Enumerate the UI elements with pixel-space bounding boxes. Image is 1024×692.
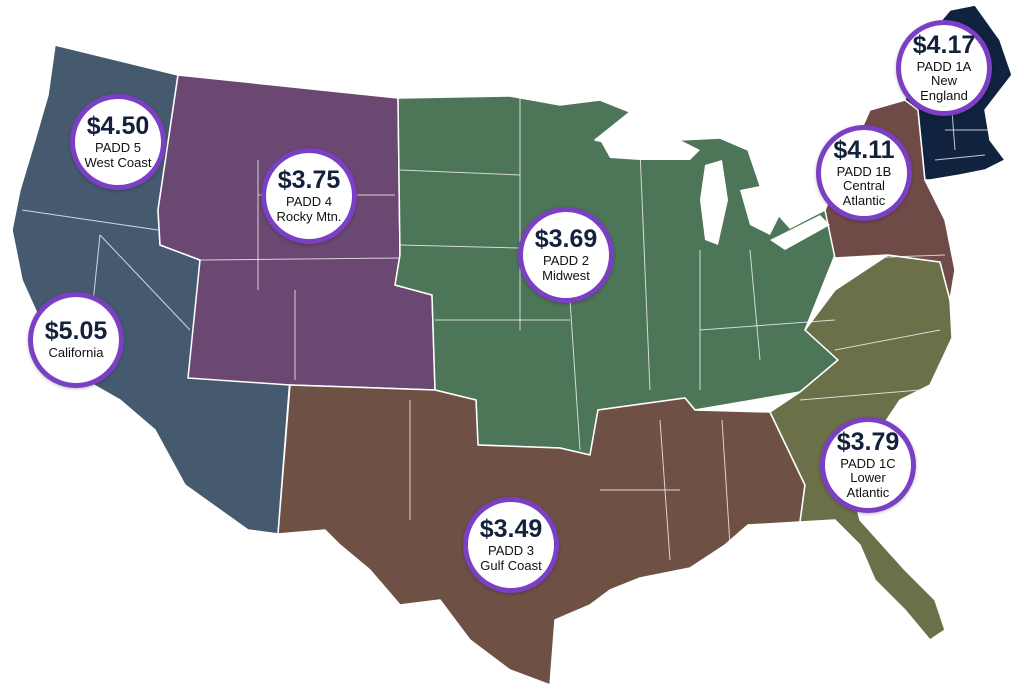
- region-label-line2: Midwest: [542, 267, 590, 283]
- region-label-line1: PADD 2: [543, 252, 589, 268]
- region-label-line3: England: [920, 87, 968, 103]
- region-label-line1: California: [48, 345, 104, 361]
- region-label-line1: PADD 1A: [916, 58, 972, 74]
- region-label-line1: PADD 5: [95, 139, 141, 155]
- price-bubble-padd4: $3.75 PADD 4 Rocky Mtn.: [261, 148, 357, 244]
- region-label-line2: West Coast: [84, 154, 152, 170]
- price-bubble-padd5: $4.50 PADD 5 West Coast: [70, 94, 166, 190]
- price-bubble-padd1c: $3.79 PADD 1C Lower Atlantic: [820, 417, 916, 513]
- region-label-line2: Central: [843, 178, 885, 194]
- price-value: $4.11: [833, 135, 895, 164]
- region-label-line2: New: [930, 73, 957, 89]
- price-bubble-padd1b: $4.11 PADD 1B Central Atlantic: [816, 125, 912, 221]
- region-label-line1: PADD 3: [488, 542, 534, 558]
- region-label-line3: Atlantic: [842, 192, 886, 208]
- great-lakes: [600, 130, 830, 250]
- region-label-line2: Rocky Mtn.: [276, 208, 342, 224]
- price-value: $3.75: [277, 165, 341, 194]
- price-value: $3.69: [534, 224, 598, 253]
- price-bubble-california: $5.05 California: [28, 292, 124, 388]
- price-value: $5.05: [44, 317, 108, 346]
- price-bubble-padd2: $3.69 PADD 2 Midwest: [518, 207, 614, 303]
- price-value: $4.17: [912, 30, 976, 59]
- region-label-line2: Lower: [850, 470, 886, 486]
- region-label-line3: Atlantic: [846, 484, 890, 500]
- price-bubble-padd3: $3.49 PADD 3 Gulf Coast: [463, 497, 559, 593]
- price-value: $3.49: [479, 514, 543, 543]
- price-bubble-padd1a: $4.17 PADD 1A New England: [896, 20, 992, 116]
- price-value: $3.79: [836, 427, 900, 456]
- region-label-line1: PADD 1B: [836, 163, 892, 179]
- region-label-line1: PADD 4: [286, 193, 332, 209]
- price-value: $4.50: [86, 111, 150, 140]
- region-label-line2: Gulf Coast: [480, 557, 542, 573]
- region-label-line1: PADD 1C: [840, 455, 896, 471]
